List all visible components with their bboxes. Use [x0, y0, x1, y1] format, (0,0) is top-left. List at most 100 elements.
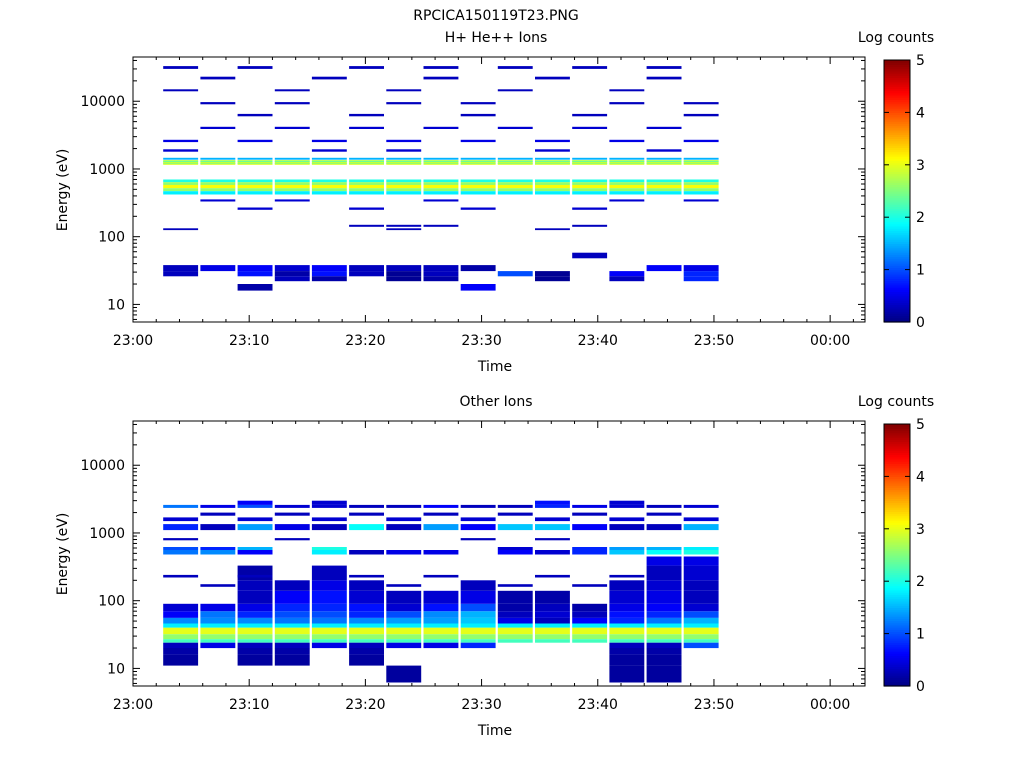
- heatmap-cell: [535, 162, 570, 165]
- panel-2-colorbar: 0 1 2 3 4 5: [883, 417, 925, 695]
- heatmap-cell: [497, 639, 533, 643]
- colorbar-band: [884, 136, 910, 140]
- heatmap-cell: [311, 185, 347, 189]
- colorbar-band: [884, 234, 910, 238]
- x-tick-label: 23:10: [229, 697, 269, 713]
- heatmap-cell: [497, 512, 533, 516]
- heatmap-cell: [386, 182, 422, 185]
- heatmap-cell: [423, 639, 459, 643]
- heatmap-cell: [237, 639, 273, 643]
- heatmap-cell: [349, 160, 384, 163]
- heatmap-cell: [163, 160, 199, 163]
- heatmap-cell: [572, 603, 608, 612]
- heatmap-cell: [683, 157, 719, 160]
- heatmap-cell: [386, 550, 422, 555]
- heatmap-cell: [274, 160, 310, 163]
- heatmap-cell: [423, 66, 459, 69]
- heatmap-cell: [163, 149, 199, 152]
- heatmap-cell: [386, 265, 422, 272]
- colorbar-band: [884, 434, 910, 438]
- heatmap-cell: [609, 89, 645, 92]
- heatmap-cell: [311, 603, 347, 612]
- heatmap-cell: [237, 547, 273, 550]
- colorbar-band: [884, 576, 910, 580]
- x-tick-label: 23:20: [345, 697, 385, 713]
- heatmap-cell: [200, 188, 236, 192]
- colorbar-band: [884, 683, 910, 687]
- heatmap-cell: [423, 617, 459, 624]
- heatmap-cell: [497, 623, 533, 628]
- heatmap-cell: [609, 160, 645, 163]
- heatmap-cell: [349, 642, 384, 649]
- colorbar-band: [884, 661, 910, 665]
- colorbar-band: [884, 138, 910, 142]
- heatmap-cell: [274, 199, 310, 202]
- colorbar-band: [884, 311, 910, 314]
- heatmap-cell: [274, 162, 310, 165]
- colorbar-band: [884, 204, 910, 207]
- colorbar-band: [884, 215, 910, 218]
- heatmap-cell: [237, 185, 273, 189]
- heatmap-cell: [386, 160, 422, 163]
- heatmap-cell: [683, 139, 719, 143]
- heatmap-cell: [386, 179, 422, 183]
- heatmap-cell: [423, 611, 459, 618]
- colorbar-band: [884, 666, 910, 670]
- colorbar-band: [884, 675, 910, 678]
- heatmap-cell: [683, 191, 719, 195]
- colorbar-band: [884, 541, 910, 545]
- heatmap-cell: [423, 76, 459, 80]
- heatmap-cell: [460, 162, 496, 165]
- colorbar-frame: [883, 423, 911, 687]
- heatmap-cell: [200, 512, 236, 516]
- colorbar-band: [884, 121, 910, 124]
- colorbar-band: [884, 112, 910, 116]
- heatmap-cell: [460, 623, 496, 628]
- colorbar-band: [884, 88, 910, 92]
- heatmap-cell: [386, 504, 422, 508]
- heatmap-cell: [609, 639, 645, 643]
- heatmap-cell: [646, 654, 682, 666]
- heatmap-cell: [386, 524, 422, 531]
- colorbar-band: [884, 315, 910, 319]
- colorbar-band: [884, 598, 910, 602]
- heatmap-cell: [311, 617, 347, 624]
- colorbar-band: [884, 223, 910, 227]
- heatmap-cell: [646, 547, 682, 550]
- heatmap-cell: [572, 547, 608, 550]
- x-tick-label: 23:50: [694, 697, 734, 713]
- heatmap-cell: [609, 590, 645, 604]
- heatmap-cell: [609, 627, 645, 635]
- colorbar-tick-label: 4: [916, 105, 925, 121]
- heatmap-cell: [646, 160, 682, 163]
- heatmap-cell: [200, 265, 236, 272]
- heatmap-cell: [572, 584, 608, 587]
- heatmap-cell: [311, 642, 347, 649]
- heatmap-cell: [163, 188, 199, 192]
- colorbar-band: [884, 75, 910, 79]
- heatmap-cell: [200, 504, 236, 508]
- colorbar-band: [884, 629, 910, 633]
- heatmap-cell: [423, 642, 459, 649]
- heatmap-cell: [237, 139, 273, 143]
- heatmap-cell: [683, 556, 719, 566]
- heatmap-cell: [646, 550, 682, 555]
- heatmap-cell: [163, 517, 199, 522]
- panel-2-title: Other Ions: [459, 394, 532, 410]
- heatmap-cell: [497, 162, 533, 165]
- heatmap-cell: [163, 623, 199, 628]
- heatmap-cell: [349, 611, 384, 618]
- heatmap-cell: [163, 265, 199, 272]
- heatmap-cell: [609, 623, 645, 628]
- colorbar-band: [884, 426, 910, 429]
- colorbar-band: [884, 616, 910, 619]
- heatmap-cell: [423, 512, 459, 516]
- heatmap-cell: [237, 574, 273, 578]
- heatmap-cell: [274, 617, 310, 624]
- heatmap-cell: [646, 665, 682, 683]
- heatmap-cell: [609, 162, 645, 165]
- heatmap-cell: [646, 66, 682, 69]
- heatmap-cell: [460, 139, 496, 143]
- heatmap-cell: [163, 639, 199, 643]
- colorbar-band: [884, 552, 910, 556]
